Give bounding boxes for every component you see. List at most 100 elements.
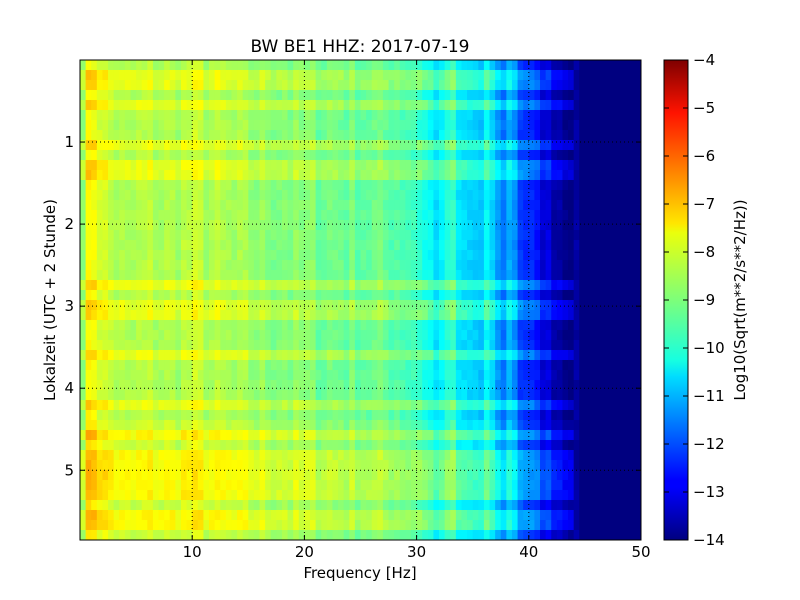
spectrogram-cell [80,100,87,111]
spectrogram-cell [113,70,120,81]
spectrogram-cell [556,430,564,441]
spectrogram-cell [461,420,468,431]
spectrogram-cell [601,400,608,411]
spectrogram-cell [287,520,294,531]
spectrogram-cell [562,100,569,111]
spectrogram-cell [130,230,137,241]
spectrogram-cell [528,420,536,431]
spectrogram-cell [85,150,92,161]
spectrogram-cell [164,180,171,191]
spectrogram-cell [562,310,569,321]
spectrogram-cell [422,160,429,171]
spectrogram-cell [556,500,564,511]
spectrogram-cell [203,70,210,81]
spectrogram-cell [119,520,126,531]
spectrogram-cell [113,90,120,101]
spectrogram-cell [242,140,249,151]
spectrogram-cell [489,410,496,421]
spectrogram-cell [119,380,126,391]
spectrogram-cell [573,290,580,301]
spectrogram-cell [298,60,305,71]
spectrogram-cell [427,520,435,531]
spectrogram-cell [113,450,120,461]
spectrogram-cell [141,340,148,351]
spectrogram-cell [281,320,289,331]
spectrogram-cell [108,250,115,261]
spectrogram-cell [354,250,362,261]
spectrogram-cell [455,480,463,491]
spectrogram-cell [489,440,496,451]
spectrogram-cell [108,500,115,511]
spectrogram-cell [607,490,614,501]
spectrogram-cell [220,60,227,71]
spectrogram-cell [349,240,356,251]
spectrogram-cell [349,450,356,461]
spectrogram-cell [141,170,148,181]
spectrogram-cell [618,270,625,281]
spectrogram-cell [96,410,104,421]
spectrogram-cell [612,230,620,241]
spectrogram-cell [270,530,277,540]
spectrogram-cell [366,70,373,81]
spectrogram-cell [186,80,193,91]
spectrogram-cell [242,230,249,241]
spectrogram-cell [523,500,530,511]
spectrogram-cell [562,460,569,471]
spectrogram-cell [427,360,435,371]
spectrogram-cell [511,460,519,471]
spectrogram-cell [231,420,238,431]
spectrogram-cell [394,390,401,401]
spectrogram-cell [220,410,227,421]
spectrogram-cell [169,60,176,71]
spectrogram-cell [472,530,479,540]
spectrogram-cell [517,340,524,351]
spectrogram-cell [506,390,513,401]
spectrogram-cell [410,160,418,171]
spectrogram-cell [108,130,115,141]
spectrogram-cell [265,210,272,221]
spectrogram-cell [130,380,137,391]
spectrogram-cell [136,250,143,261]
spectrogram-cell [338,490,345,501]
spectrogram-cell [209,290,216,301]
spectrogram-cell [80,460,87,471]
spectrogram-cell [405,130,412,141]
spectrogram-cell [231,80,238,91]
spectrogram-cell [584,470,592,481]
spectrogram-cell [366,380,373,391]
spectrogram-cell [298,240,305,251]
spectrogram-cell [225,460,233,471]
spectrogram-cell [113,480,120,491]
spectrogram-cell [214,350,221,361]
spectrogram-cell [410,340,418,351]
spectrogram-cell [192,200,199,211]
spectrogram-cell [158,420,165,431]
spectrogram-cell [534,420,541,431]
spectrogram-cell [152,320,160,331]
spectrogram-cell [506,140,513,151]
spectrogram-cell [287,500,294,511]
spectrogram-cell [562,190,569,201]
spectrogram-cell [511,150,519,161]
spectrogram-cell [102,380,109,391]
spectrogram-cell [281,430,289,441]
spectrogram-cell [220,130,227,141]
spectrogram-cell [147,400,154,411]
spectrogram-cell [242,510,249,521]
spectrogram-cell [366,500,373,511]
spectrogram-cell [410,60,418,71]
spectrogram-cell [596,310,603,321]
spectrogram-cell [517,480,524,491]
spectrogram-cell [287,290,294,301]
spectrogram-cell [136,380,143,391]
spectrogram-cell [315,60,322,71]
spectrogram-cell [158,120,165,131]
spectrogram-cell [119,100,126,111]
spectrogram-cell [338,410,345,421]
spectrogram-cell [214,510,221,521]
spectrogram-cell [528,290,536,301]
spectrogram-cell [158,520,165,531]
spectrogram-cell [366,400,373,411]
spectrogram-cell [433,280,440,291]
spectrogram-cell [483,460,491,471]
